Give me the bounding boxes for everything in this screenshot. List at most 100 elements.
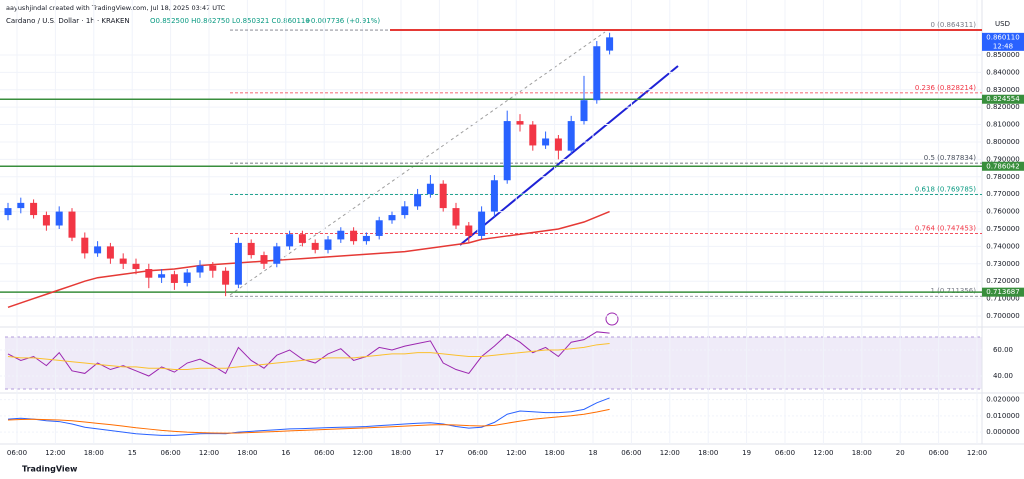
candle-body	[324, 239, 332, 250]
indicator-line	[7, 408, 610, 434]
x-tick-label: 18:00	[84, 449, 104, 457]
fib-label: 0.764 (0.747453)	[915, 224, 976, 232]
candle-body	[158, 274, 166, 278]
y-tick-label: 0.820000	[986, 103, 1019, 111]
candle-body	[452, 208, 460, 226]
indicator-line	[7, 343, 610, 371]
candle-body	[414, 194, 422, 207]
x-tick-label: 15	[128, 449, 137, 457]
x-tick-label: 12:00	[506, 449, 526, 457]
x-tick-label: 12:00	[660, 449, 680, 457]
y-tick-label: 0.000000	[986, 428, 1019, 436]
candle-body	[196, 265, 204, 273]
x-tick-label: 06:00	[621, 449, 641, 457]
indicator-line	[7, 331, 610, 377]
candle-body	[350, 230, 358, 242]
price-tag-label: 0.713687	[986, 288, 1019, 296]
currency: USD	[995, 20, 1010, 28]
price-tag	[982, 161, 1024, 171]
candle-body	[529, 124, 537, 146]
y-tick-label: 0.020000	[986, 396, 1019, 404]
candle-body	[542, 138, 550, 146]
y-tick-label: 0.780000	[986, 173, 1019, 181]
x-tick-label: 18:00	[237, 449, 257, 457]
candle-body	[30, 202, 38, 216]
candle-body	[388, 215, 396, 221]
candle-body	[465, 225, 473, 236]
ohlc: O0.852500 H0.862750 L0.850321 C0.860110	[150, 17, 310, 25]
y-tick-label: 0.850000	[986, 51, 1019, 59]
rsi-band	[5, 337, 982, 389]
x-tick-label: 18:00	[391, 449, 411, 457]
candle-body	[439, 183, 447, 209]
x-tick-label: 18:00	[852, 449, 872, 457]
candle-body	[401, 206, 409, 216]
candle-body	[426, 183, 434, 195]
candle-body	[170, 274, 178, 283]
candle-body	[17, 202, 25, 209]
x-tick-label: 20	[896, 449, 905, 457]
y-tick-label: 0.830000	[986, 86, 1019, 94]
candle-body	[68, 211, 76, 238]
fib-label: 0 (0.864311)	[930, 21, 976, 29]
fib-label: 0.5 (0.787834)	[924, 154, 976, 162]
y-tick-label: 0.840000	[986, 68, 1019, 76]
candle-body	[132, 263, 140, 270]
candle-body	[337, 230, 345, 240]
y-tick-label: 0.730000	[986, 260, 1019, 268]
brand: TradingView	[22, 465, 78, 474]
candle-body	[222, 270, 230, 285]
x-tick-label: 06:00	[775, 449, 795, 457]
x-tick-label: 06:00	[7, 449, 27, 457]
candle-body	[42, 215, 50, 226]
x-tick-label: 18:00	[545, 449, 565, 457]
y-tick-label: 0.010000	[986, 412, 1019, 420]
candle-body	[286, 234, 294, 247]
price-tag	[982, 32, 1024, 51]
alert-icon[interactable]	[605, 312, 619, 326]
candle-body	[106, 246, 114, 259]
candle-body	[55, 211, 63, 226]
y-tick-label: 0.720000	[986, 277, 1019, 285]
x-tick-label: 06:00	[314, 449, 334, 457]
author: aayushjindal created with TradingView.co…	[6, 4, 226, 12]
y-tick-label: 40.00	[993, 372, 1013, 380]
candle-body	[260, 255, 268, 264]
price-tag-time: 12:48	[993, 42, 1013, 50]
x-tick-label: 12:00	[353, 449, 373, 457]
candle-body	[554, 138, 562, 151]
indicator-line	[7, 397, 610, 436]
candle-body	[490, 180, 498, 212]
y-tick-label: 0.810000	[986, 121, 1019, 129]
y-tick-label: 0.710000	[986, 295, 1019, 303]
y-tick-label: 0.750000	[986, 225, 1019, 233]
candle-body	[234, 242, 242, 285]
x-tick-label: 12:00	[967, 449, 987, 457]
candle-body	[81, 237, 89, 254]
y-tick-label: 0.770000	[986, 190, 1019, 198]
y-tick-label: 0.800000	[986, 138, 1019, 146]
price-tag	[982, 287, 1024, 297]
candle-body	[580, 100, 588, 122]
y-tick-label: 0.740000	[986, 242, 1019, 250]
candle-body	[4, 208, 12, 216]
price-tag-label: 0.860110	[986, 33, 1019, 41]
fib-label: 1 (0.711356)	[930, 287, 976, 295]
candle-body	[298, 234, 306, 243]
x-tick-label: 18:00	[698, 449, 718, 457]
price-tag-label: 0.786042	[986, 162, 1019, 170]
symbol: Cardano / U.S. Dollar · 1h · KRAKEN	[6, 17, 130, 25]
x-tick-label: 12:00	[813, 449, 833, 457]
x-tick-label: 06:00	[468, 449, 488, 457]
candle-body	[503, 121, 511, 181]
y-tick-label: 0.700000	[986, 312, 1019, 320]
candle-body	[273, 246, 281, 264]
candle-body	[362, 235, 370, 242]
fib-label: 0.236 (0.828214)	[915, 84, 976, 92]
candle-body	[183, 272, 191, 283]
x-tick-label: 17	[435, 449, 444, 457]
candle-body	[94, 246, 102, 254]
candle-body	[119, 258, 127, 264]
